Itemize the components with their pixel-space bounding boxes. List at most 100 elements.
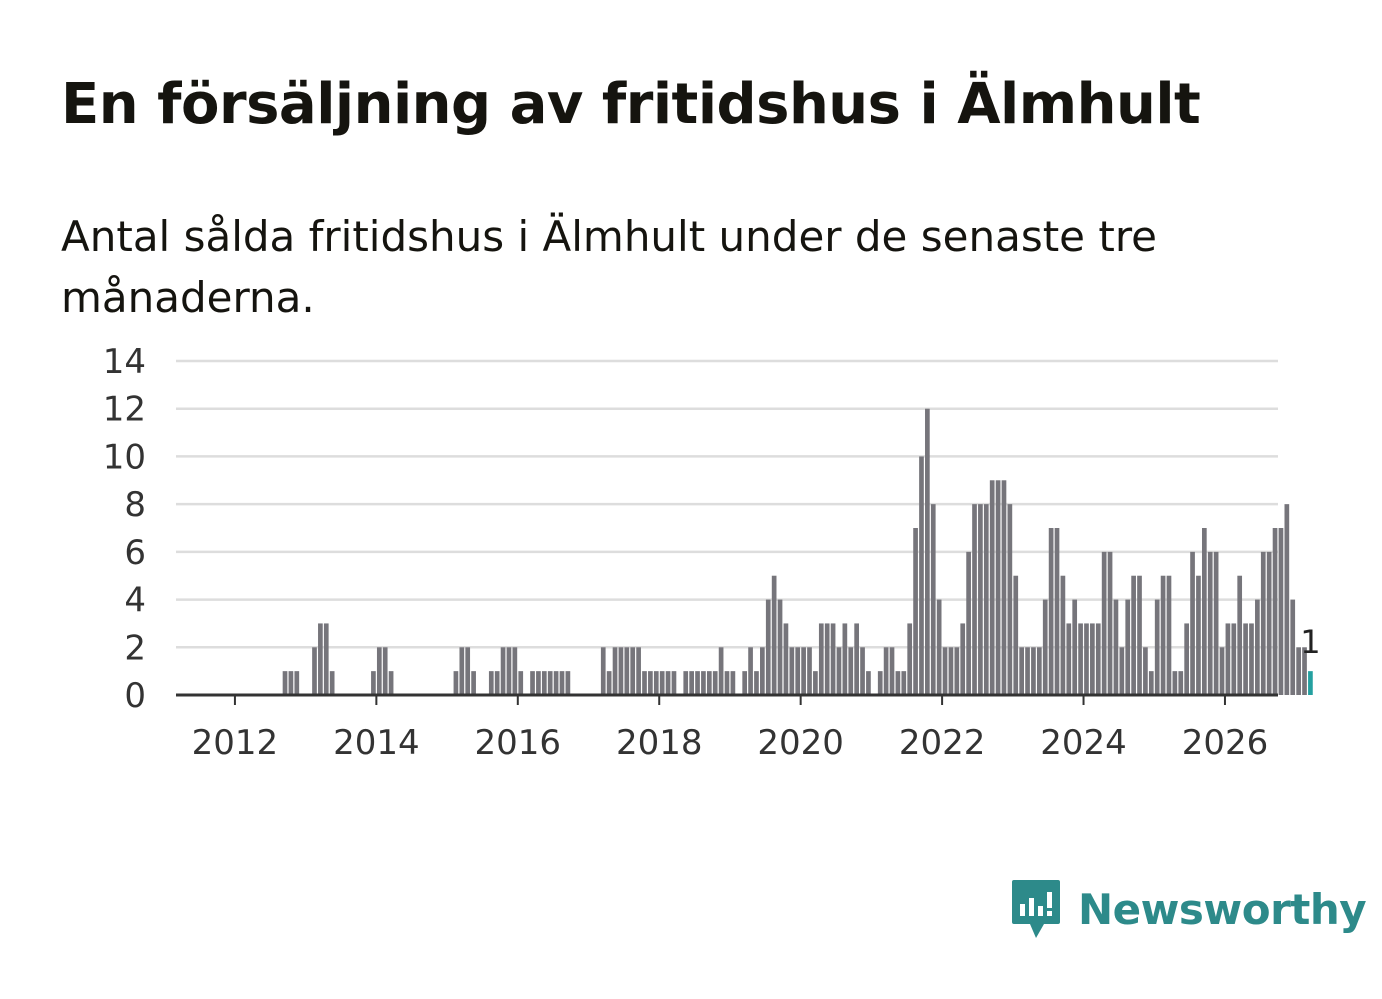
y-tick-label-10: 10 [103,437,146,477]
bar [901,671,907,695]
bar [388,671,394,695]
bar [618,647,624,695]
bar [765,599,771,695]
bar [659,671,665,695]
bar [1196,575,1201,695]
bar [1143,647,1148,695]
bar [966,551,971,695]
chart-title: En försäljning av fritidshus i Älmhult [61,72,1201,137]
bar [559,671,565,695]
bar [930,504,936,695]
bar [1001,480,1007,695]
bar [1148,671,1154,695]
x-tick-label-2016: 2016 [475,723,562,763]
bar [777,599,783,695]
bar [801,647,806,695]
bar [465,647,471,695]
bar [1090,623,1095,695]
bar [1237,575,1243,695]
bar [1260,551,1266,695]
bar [1066,623,1072,695]
bar [288,671,294,695]
bar [942,647,948,695]
bar [695,671,700,695]
bar [642,671,647,695]
bar [371,671,376,695]
bar [665,671,671,695]
bar [1084,623,1089,695]
bar [836,647,842,695]
y-tick-label-8: 8 [124,485,146,525]
bar [913,528,918,695]
bar [989,480,995,695]
bar [1060,575,1066,695]
bar [1225,623,1231,695]
bar [1019,647,1024,695]
bar [877,671,883,695]
bar [671,671,677,695]
bar [376,647,382,695]
bar [724,671,730,695]
bar [972,504,977,695]
bar [530,671,535,695]
bar [1013,575,1019,695]
bar [1042,599,1048,695]
bar [600,647,606,695]
bar [748,647,753,695]
newsworthy-logo: Newsworthy [1010,878,1367,940]
bar [547,671,553,695]
bar [1137,575,1142,695]
x-tick-label-2018: 2018 [616,723,703,763]
x-tick-label-2022: 2022 [899,723,986,763]
bar [701,671,706,695]
newsworthy-logo-icon [1012,880,1060,938]
bar [630,647,636,695]
bar [854,623,859,695]
bar [1213,551,1219,695]
bar [1113,599,1119,695]
bar [706,671,712,695]
bar [606,671,612,695]
bar [536,671,541,695]
bar [494,671,500,695]
bar [1266,551,1272,695]
bar [830,623,836,695]
bar [323,623,329,695]
y-tick-label-6: 6 [124,533,146,573]
bar [1272,528,1278,695]
bar [1302,647,1307,695]
y-tick-label-0: 0 [124,676,146,716]
bar [718,647,724,695]
bar [541,671,547,695]
bar [813,671,818,695]
labels: 0 2 4 6 8 10 12 14 2012 2014 2016 2018 2020 2022 2024 2… [103,342,1321,763]
bar [783,623,789,695]
bar [842,623,848,695]
bar [453,671,459,695]
bar [824,623,830,695]
chart-subtitle: Antal sålda fritidshus i Älmhult under d… [61,212,1158,322]
bars [282,408,1313,695]
bar [1007,504,1013,695]
bar [1207,551,1213,695]
bar [1184,623,1190,695]
bar [889,647,895,695]
bar [866,671,871,695]
bar [1201,528,1207,695]
bar [683,671,689,695]
bar [518,671,524,695]
bar [459,647,465,695]
bar [795,647,801,695]
brand-name: Newsworthy [1078,884,1367,934]
bar [624,647,630,695]
bar [294,671,300,695]
bar [712,671,718,695]
bar [895,671,901,695]
x-tick-label-2012: 2012 [192,723,279,763]
bar [983,504,989,695]
bar [1031,647,1036,695]
bar [1072,599,1078,695]
bar [329,671,335,695]
bar [860,647,865,695]
